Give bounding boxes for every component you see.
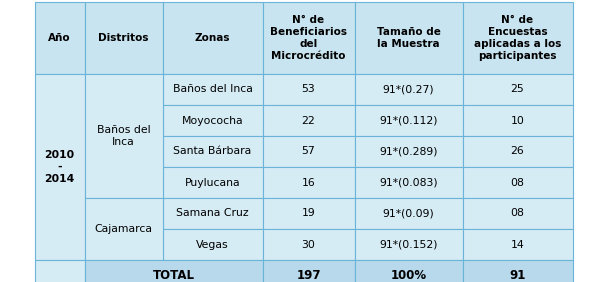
Text: Vegas: Vegas: [196, 239, 229, 250]
Text: 91*(0.083): 91*(0.083): [379, 177, 438, 188]
Bar: [163, 74, 262, 105]
Text: Santa Bárbara: Santa Bárbara: [174, 147, 252, 157]
Bar: [463, 136, 572, 167]
Text: 14: 14: [510, 239, 524, 250]
Text: 91*(0.112): 91*(0.112): [379, 116, 438, 125]
Bar: [163, 136, 262, 167]
Text: 197: 197: [296, 269, 320, 282]
Text: 25: 25: [510, 85, 524, 94]
Bar: [354, 167, 463, 198]
Bar: [262, 229, 354, 260]
Text: Tamaño de
la Muestra: Tamaño de la Muestra: [376, 27, 441, 49]
Bar: [84, 2, 163, 74]
Bar: [35, 260, 84, 282]
Text: 22: 22: [302, 116, 316, 125]
Text: 16: 16: [302, 177, 316, 188]
Text: 100%: 100%: [390, 269, 427, 282]
Bar: [163, 167, 262, 198]
Bar: [84, 260, 262, 282]
Text: 91*(0.289): 91*(0.289): [379, 147, 438, 157]
Bar: [262, 167, 354, 198]
Bar: [84, 74, 163, 198]
Bar: [463, 260, 572, 282]
Text: Cajamarca: Cajamarca: [95, 224, 152, 234]
Bar: [463, 2, 572, 74]
Text: Baños del
Inca: Baños del Inca: [97, 125, 151, 147]
Bar: [163, 229, 262, 260]
Text: Baños del Inca: Baños del Inca: [172, 85, 253, 94]
Bar: [463, 229, 572, 260]
Bar: [463, 105, 572, 136]
Text: Puylucana: Puylucana: [185, 177, 240, 188]
Bar: [354, 105, 463, 136]
Bar: [354, 229, 463, 260]
Text: 91*(0.09): 91*(0.09): [382, 208, 435, 219]
Bar: [354, 136, 463, 167]
Bar: [354, 198, 463, 229]
Text: 10: 10: [510, 116, 524, 125]
Bar: [354, 74, 463, 105]
Text: Samana Cruz: Samana Cruz: [176, 208, 249, 219]
Bar: [463, 74, 572, 105]
Bar: [463, 167, 572, 198]
Text: N° de
Beneficiarios
del
Microcrédito: N° de Beneficiarios del Microcrédito: [270, 15, 347, 61]
Bar: [163, 198, 262, 229]
Bar: [35, 2, 84, 74]
Bar: [262, 260, 354, 282]
Bar: [84, 198, 163, 260]
Text: 53: 53: [302, 85, 316, 94]
Text: 08: 08: [510, 177, 524, 188]
Text: 08: 08: [510, 208, 524, 219]
Bar: [35, 74, 84, 260]
Text: TOTAL: TOTAL: [152, 269, 194, 282]
Bar: [463, 198, 572, 229]
Text: 19: 19: [302, 208, 316, 219]
Text: 30: 30: [302, 239, 316, 250]
Text: Moyococha: Moyococha: [181, 116, 243, 125]
Bar: [354, 2, 463, 74]
Text: Zonas: Zonas: [195, 33, 230, 43]
Text: 2010
-
2014: 2010 - 2014: [44, 150, 75, 184]
Bar: [262, 74, 354, 105]
Bar: [262, 198, 354, 229]
Text: Distritos: Distritos: [98, 33, 149, 43]
Text: 57: 57: [302, 147, 316, 157]
Bar: [163, 105, 262, 136]
Bar: [262, 105, 354, 136]
Text: Año: Año: [48, 33, 71, 43]
Bar: [163, 2, 262, 74]
Text: 91*(0.27): 91*(0.27): [382, 85, 435, 94]
Bar: [262, 136, 354, 167]
Text: 91*(0.152): 91*(0.152): [379, 239, 438, 250]
Text: N° de
Encuestas
aplicadas a los
participantes: N° de Encuestas aplicadas a los particip…: [474, 15, 561, 61]
Text: 91: 91: [509, 269, 526, 282]
Bar: [262, 2, 354, 74]
Text: 26: 26: [510, 147, 524, 157]
Bar: [354, 260, 463, 282]
